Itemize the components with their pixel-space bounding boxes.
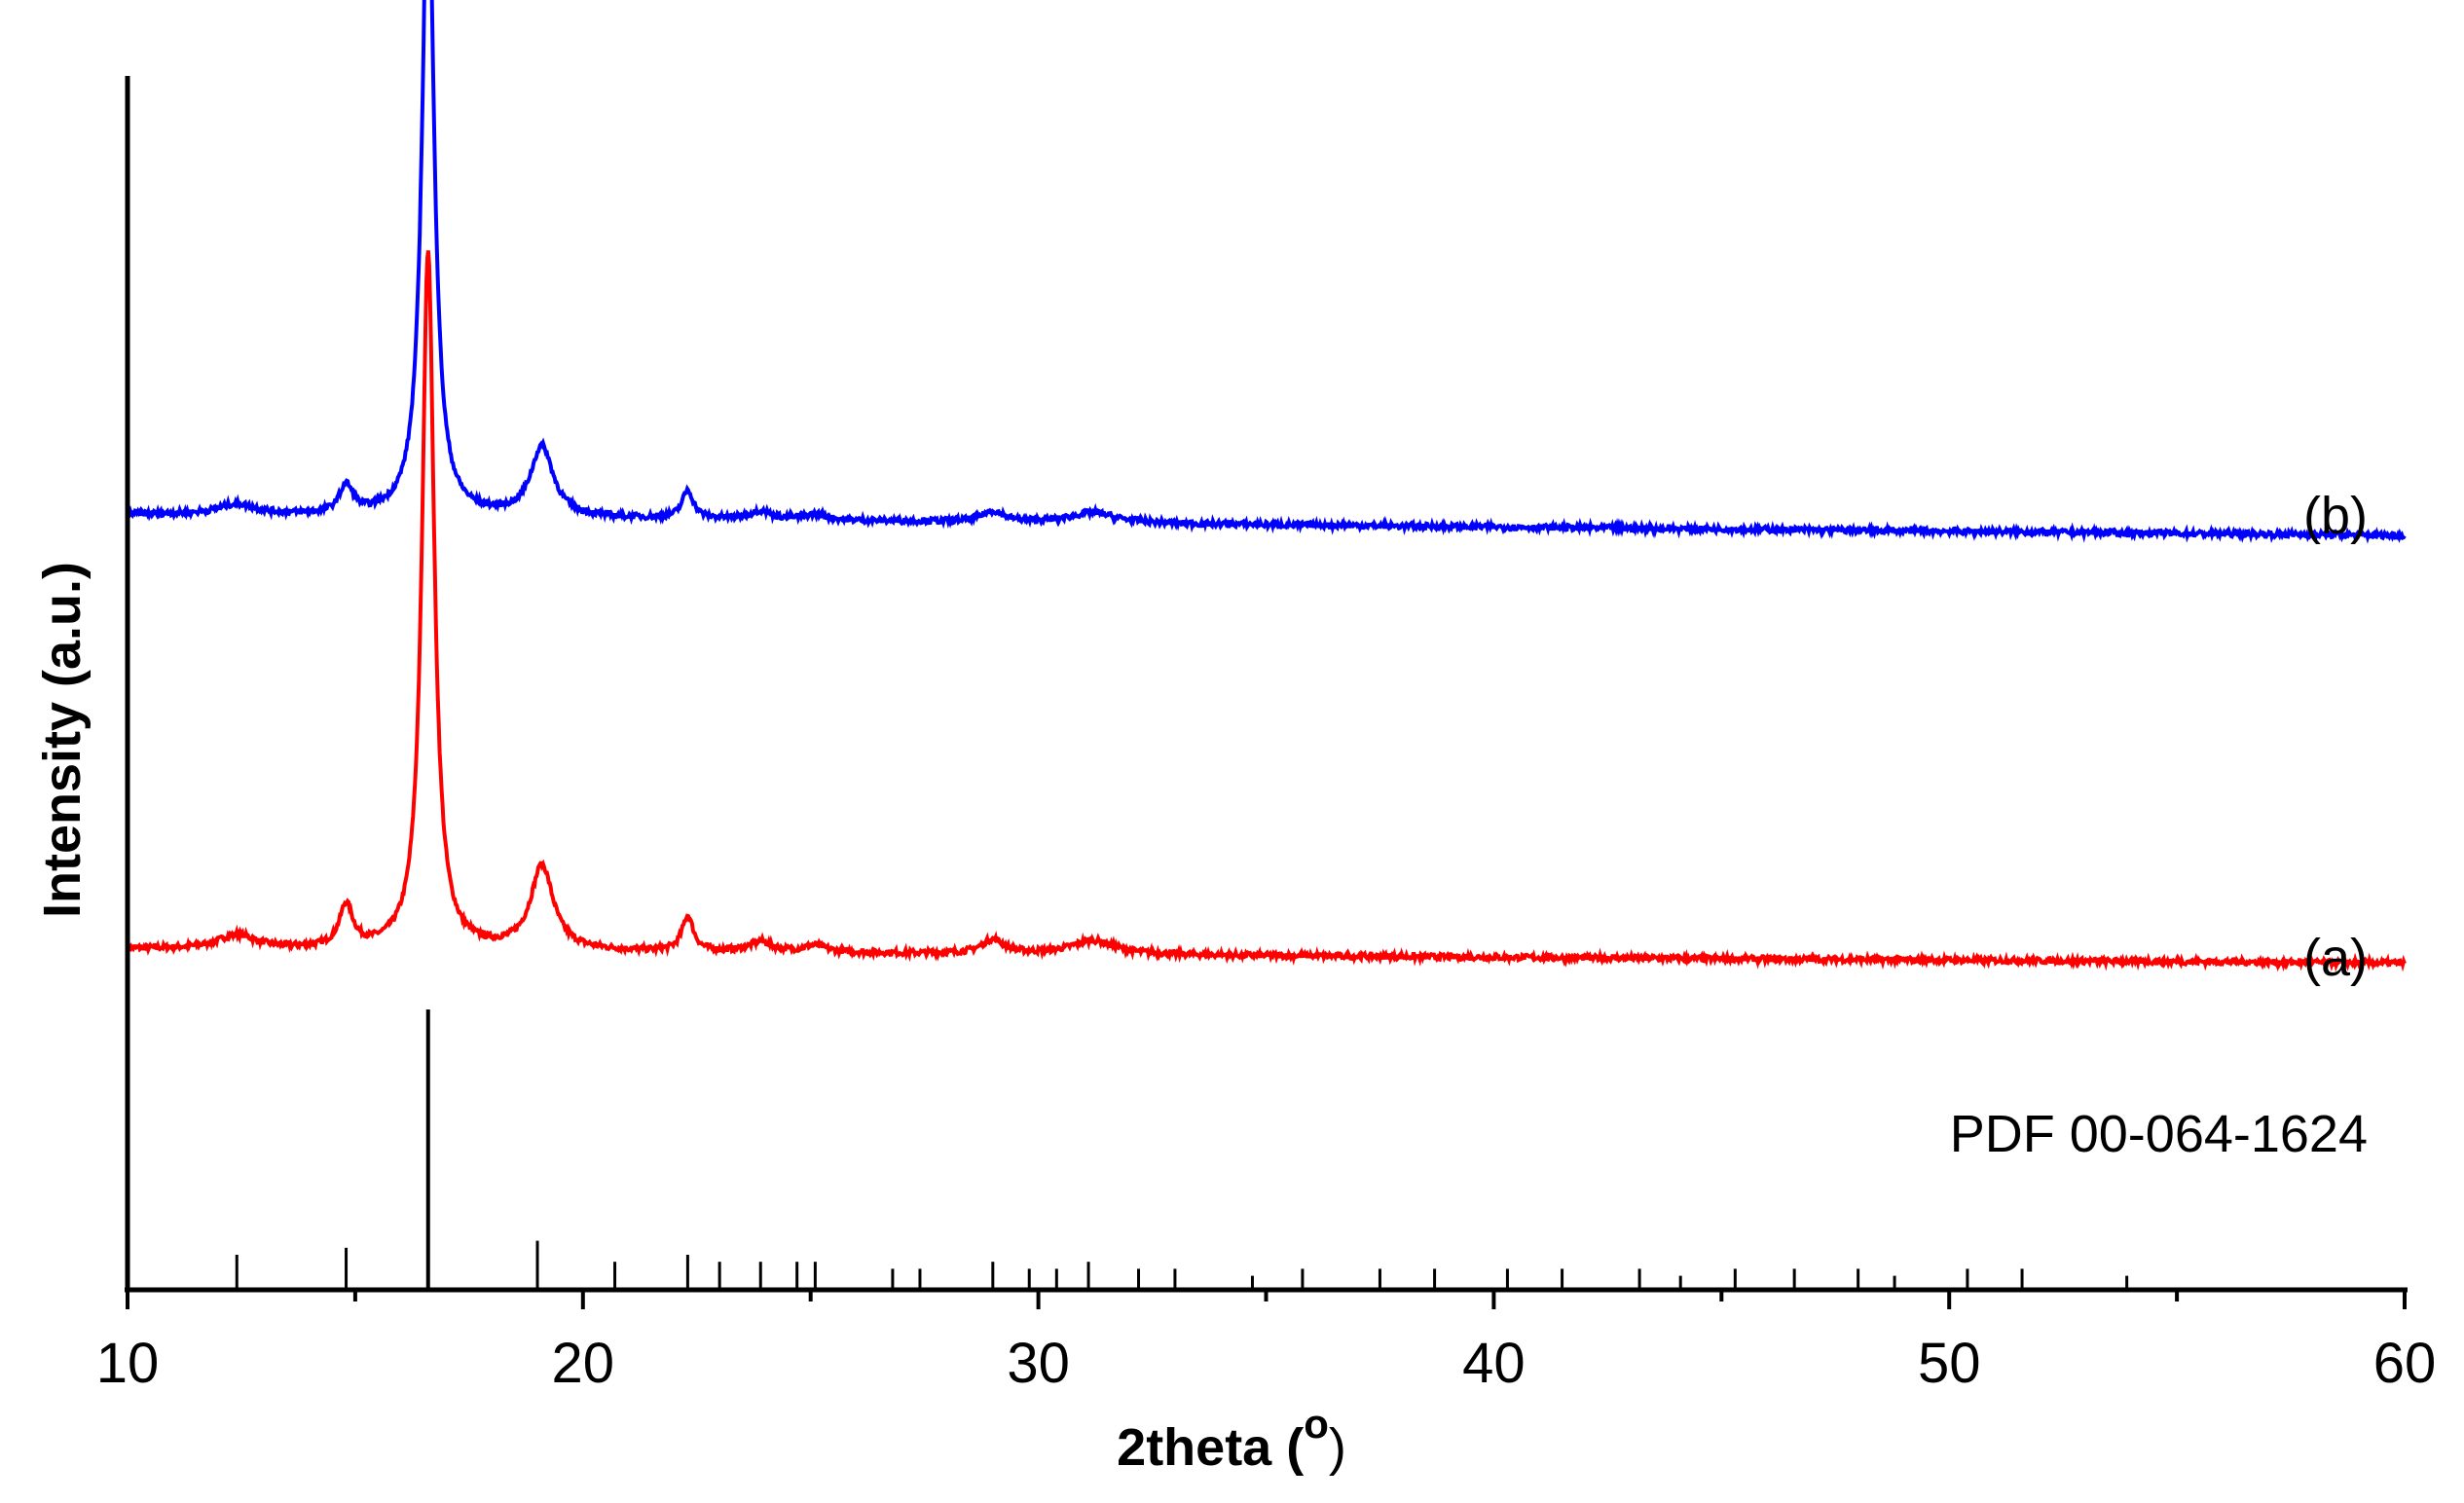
x-axis-title: 2theta (o) bbox=[1117, 1401, 1346, 1477]
reference-pattern bbox=[235, 1009, 2129, 1290]
x-axis-title-main: 2theta ( bbox=[1117, 1418, 1304, 1477]
y-axis-title: Intensity (a.u.) bbox=[33, 562, 92, 918]
x-axis-title-sup: o bbox=[1304, 1401, 1329, 1447]
x-tick-label: 30 bbox=[1007, 1332, 1070, 1395]
x-tick-label: 10 bbox=[96, 1332, 160, 1395]
series-line-b bbox=[126, 0, 2407, 544]
x-tick-label: 20 bbox=[552, 1332, 615, 1395]
x-ticks: 10 20 30 40 50 60 bbox=[96, 1290, 2437, 1395]
x-tick-label: 50 bbox=[1918, 1332, 1981, 1395]
series-line-a bbox=[126, 250, 2407, 972]
series-label-a: (a) bbox=[2303, 929, 2368, 987]
reference-label: PDF 00-064-1624 bbox=[1950, 1105, 2368, 1163]
series-label-b: (b) bbox=[2303, 487, 2368, 545]
x-tick-label: 40 bbox=[1462, 1332, 1526, 1395]
x-axis-title-close: ) bbox=[1329, 1418, 1346, 1477]
series-layer bbox=[126, 0, 2407, 972]
x-tick-label: 60 bbox=[2373, 1332, 2437, 1395]
